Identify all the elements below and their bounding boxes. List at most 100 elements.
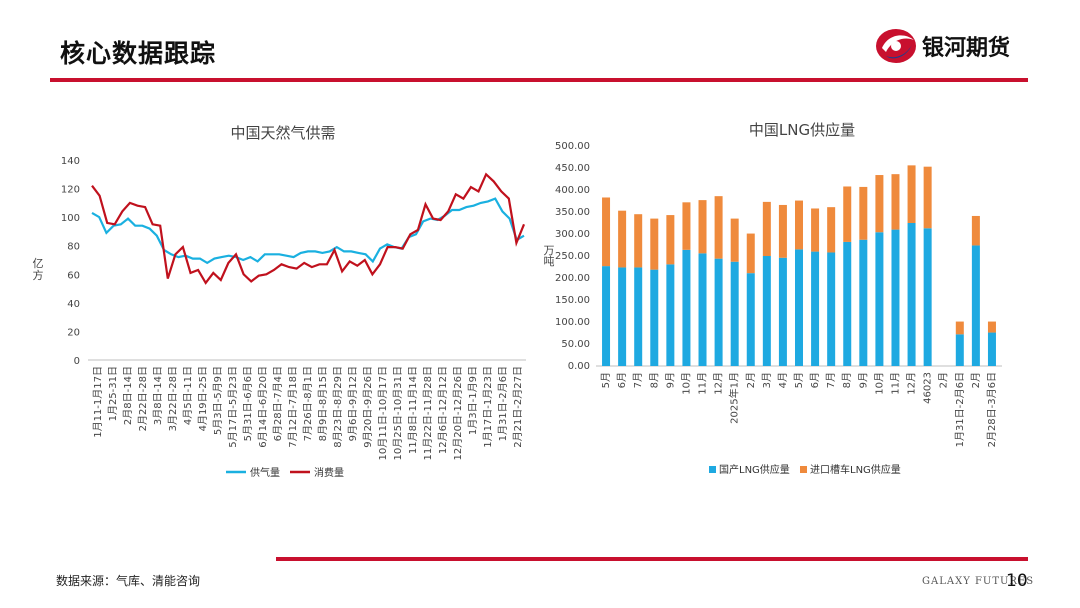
import-bar xyxy=(602,197,611,267)
legend-import-swatch xyxy=(800,466,807,473)
right-y-tick-label: 500.00 xyxy=(555,141,590,152)
right-x-tick-label: 10月 xyxy=(680,372,692,395)
right-x-tick-label: 11月 xyxy=(889,372,901,395)
right-x-tick-label: 6月 xyxy=(616,372,628,388)
left-y-tick-label: 100 xyxy=(61,213,80,224)
left-x-tick-label: 3月8日-14日 xyxy=(152,366,164,425)
brand-logo xyxy=(874,26,1034,66)
import-bar xyxy=(666,215,675,265)
import-bar xyxy=(714,196,723,259)
domestic-bar xyxy=(907,223,916,366)
left-x-tick-label: 3月22日-28日 xyxy=(167,366,179,431)
left-x-tick-label: 5月17日-5月23日 xyxy=(227,366,239,448)
left-y-tick-label: 80 xyxy=(67,242,80,253)
left-x-tick-label: 2月21日-2月27日 xyxy=(512,366,524,448)
left-y-label-char: 方 xyxy=(33,268,44,282)
left-x-tick-label: 4月5日-11日 xyxy=(182,366,194,425)
left-y-axis-label: 亿方 xyxy=(33,257,44,282)
left-x-tick-label: 11月22日-11月28日 xyxy=(422,366,434,461)
right-y-tick-label: 300.00 xyxy=(555,229,590,240)
import-bar xyxy=(875,175,884,233)
left-y-tick-label: 0 xyxy=(74,356,80,367)
left-x-tick-label: 12月20日-12月26日 xyxy=(452,366,464,461)
import-bar xyxy=(778,204,787,258)
page-number: 10 xyxy=(1006,571,1028,591)
right-x-tick-label: 12月 xyxy=(713,372,725,395)
domestic-bar xyxy=(843,241,852,366)
right-x-tick-label: 1月31日-2月6日 xyxy=(954,372,966,447)
import-bar xyxy=(843,186,852,242)
domestic-bar xyxy=(602,266,611,366)
left-x-tick-label: 10月11日-10月17日 xyxy=(377,366,389,461)
legend-domestic-swatch xyxy=(709,466,716,473)
left-x-tick-label: 2月22日-28日 xyxy=(137,366,149,431)
import-bar xyxy=(955,321,964,335)
import-bar xyxy=(762,201,771,256)
right-x-tick-label: 4月 xyxy=(777,372,789,388)
domestic-bar xyxy=(666,264,675,366)
right-y-tick-label: 400.00 xyxy=(555,185,590,196)
bottom-divider xyxy=(276,557,1028,561)
import-bar xyxy=(682,202,691,250)
left-x-tick-label: 2月8日-14日 xyxy=(122,366,134,425)
import-bar xyxy=(698,200,707,254)
legend-consumption-label: 消费量 xyxy=(314,466,344,479)
import-bar xyxy=(746,233,755,274)
import-bar xyxy=(650,218,659,270)
right-x-tick-label: 2月 xyxy=(745,372,757,388)
left-x-tick-label: 1月17日-1月23日 xyxy=(482,366,494,448)
top-divider xyxy=(50,78,1028,82)
left-x-tick-label: 11月8日-11月14日 xyxy=(407,366,419,454)
import-bar xyxy=(923,166,932,229)
left-x-tick-label: 7月12日-7月18日 xyxy=(287,366,299,448)
right-legend: 国产LNG供应量 进口槽车LNG供应量 xyxy=(709,463,901,476)
right-x-tick-label: 7月 xyxy=(632,372,644,388)
import-bar xyxy=(634,214,643,268)
left-y-tick-label: 120 xyxy=(61,185,80,196)
right-x-tick-label: 3月 xyxy=(761,372,773,388)
import-bar xyxy=(987,321,996,333)
right-y-tick-label: 250.00 xyxy=(555,251,590,262)
right-x-tick-label: 8月 xyxy=(841,372,853,388)
domestic-bar xyxy=(698,253,707,366)
right-y-axis-label: 万吨 xyxy=(544,244,555,268)
domestic-bar xyxy=(762,256,771,366)
supply-series-line xyxy=(91,197,525,265)
left-x-tick-label: 1月31日-2月6日 xyxy=(497,366,509,441)
domestic-bar xyxy=(827,252,836,366)
data-source-note: 数据来源：气库、清能咨询 xyxy=(56,574,201,588)
right-y-tick-label: 0.00 xyxy=(568,361,590,372)
right-x-tick-label: 7月 xyxy=(825,372,837,388)
left-chart-title: 中国天然气供需 xyxy=(230,124,335,142)
right-x-tick-label: 5月 xyxy=(600,372,612,388)
left-x-tick-label: 8月9日-8月15日 xyxy=(317,366,329,441)
left-x-tick-label: 10月25日-10月31日 xyxy=(392,366,404,461)
right-x-tick-label: 2月 xyxy=(938,372,950,388)
domestic-bar xyxy=(730,261,739,366)
left-x-tick-label: 7月26日-8月1日 xyxy=(302,366,314,441)
domestic-bar xyxy=(650,269,659,366)
legend-import-label: 进口槽车LNG供应量 xyxy=(810,463,901,476)
left-x-tick-label: 1月25-31日 xyxy=(107,366,119,421)
right-x-tick-label: 46023 xyxy=(923,372,934,404)
footer-brand: GALAXY FUTURES xyxy=(922,576,1035,587)
legend-domestic-label: 国产LNG供应量 xyxy=(719,463,790,476)
domestic-bar xyxy=(618,267,627,366)
left-legend: 供气量 消费量 xyxy=(226,466,344,479)
import-bar xyxy=(891,174,900,230)
right-y-tick-label: 200.00 xyxy=(555,273,590,284)
domestic-bar xyxy=(811,251,820,366)
right-x-tick-label: 10月 xyxy=(873,372,885,395)
import-bar xyxy=(971,215,980,246)
import-bar xyxy=(618,210,627,268)
domestic-bar xyxy=(875,232,884,366)
left-x-tick-label: 9月6日-9月12日 xyxy=(347,366,359,441)
left-x-tick-label: 5月31日-6月6日 xyxy=(242,366,254,441)
right-y-tick-label: 150.00 xyxy=(555,295,590,306)
right-x-tick-label: 9月 xyxy=(664,372,676,388)
right-y-label-char: 吨 xyxy=(544,255,555,268)
left-y-tick-label: 140 xyxy=(61,156,80,167)
domestic-bar xyxy=(859,239,868,366)
import-bar xyxy=(827,207,836,253)
